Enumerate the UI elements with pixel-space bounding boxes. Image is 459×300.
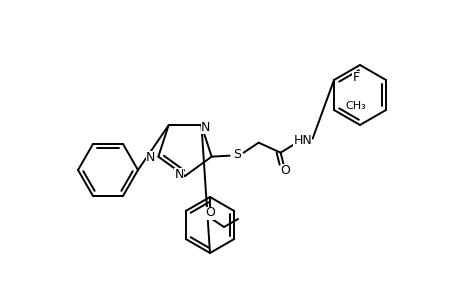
Text: F: F xyxy=(352,70,359,83)
Text: O: O xyxy=(280,164,290,177)
Text: CH₃: CH₃ xyxy=(345,101,366,111)
Text: HN: HN xyxy=(293,134,311,147)
Text: N: N xyxy=(146,151,155,164)
Text: S: S xyxy=(232,148,240,161)
Text: N: N xyxy=(174,167,183,181)
Text: O: O xyxy=(205,206,214,220)
Text: N: N xyxy=(200,121,210,134)
